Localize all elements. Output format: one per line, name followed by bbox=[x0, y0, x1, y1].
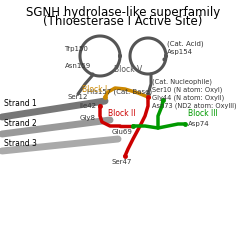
Text: Block II: Block II bbox=[108, 110, 136, 119]
Text: Block V: Block V bbox=[114, 64, 142, 73]
Text: Asp154: Asp154 bbox=[167, 49, 193, 55]
Text: Asn159: Asn159 bbox=[65, 63, 91, 69]
Text: Strand 3: Strand 3 bbox=[4, 140, 37, 149]
Text: Trp150: Trp150 bbox=[64, 46, 88, 52]
Text: His157 (Cat. Base): His157 (Cat. Base) bbox=[87, 89, 153, 95]
Text: Ser10 (N atom: OxyI): Ser10 (N atom: OxyI) bbox=[152, 87, 222, 93]
Text: Strand 2: Strand 2 bbox=[4, 120, 37, 129]
Text: Asp74: Asp74 bbox=[188, 121, 210, 127]
Text: Gly8: Gly8 bbox=[80, 115, 96, 121]
Text: SGNH hydrolase-like superfamily: SGNH hydrolase-like superfamily bbox=[26, 6, 220, 19]
Text: (Cat. Acid): (Cat. Acid) bbox=[167, 41, 204, 47]
Text: Asn73 (ND2 atom: OxyIII): Asn73 (ND2 atom: OxyIII) bbox=[152, 103, 237, 109]
Text: Ile42: Ile42 bbox=[79, 103, 96, 109]
Text: Glu69: Glu69 bbox=[112, 129, 133, 135]
Text: Block III: Block III bbox=[188, 110, 218, 119]
Text: Block I: Block I bbox=[82, 84, 107, 93]
Text: (Cat. Nucleophile): (Cat. Nucleophile) bbox=[152, 79, 212, 85]
Text: Ser47: Ser47 bbox=[112, 159, 132, 165]
Text: Ser12: Ser12 bbox=[68, 94, 88, 100]
Text: (Thioesterase I Active Site): (Thioesterase I Active Site) bbox=[43, 15, 203, 28]
Text: Gly44 (N atom: OxyII): Gly44 (N atom: OxyII) bbox=[152, 95, 224, 101]
Text: Strand 1: Strand 1 bbox=[4, 100, 37, 109]
